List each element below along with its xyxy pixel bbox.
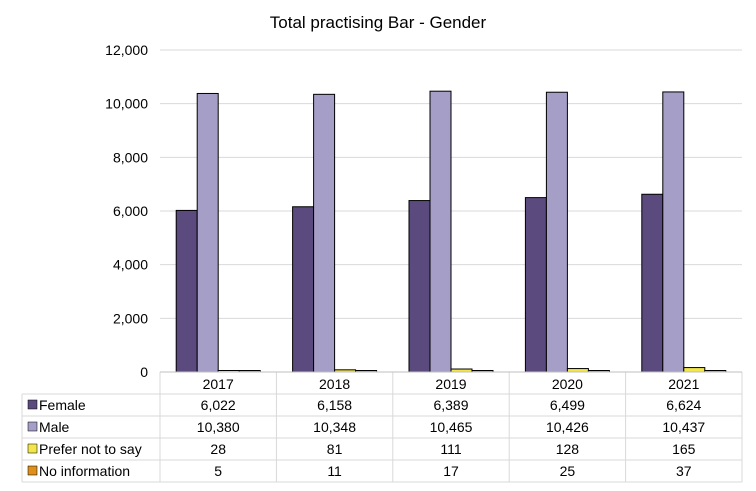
data-label: 25 bbox=[560, 463, 576, 479]
legend-label: No information bbox=[39, 463, 130, 479]
bar-prefer-not-to-say bbox=[566, 368, 589, 373]
bar-female bbox=[292, 206, 315, 373]
y-tick-label: 12,000 bbox=[105, 42, 148, 58]
legend-swatch bbox=[27, 443, 38, 454]
data-label: 28 bbox=[210, 441, 226, 457]
legend-swatch bbox=[27, 465, 38, 476]
bar-male bbox=[313, 93, 336, 373]
data-label: 10,426 bbox=[546, 419, 589, 435]
data-label: 11 bbox=[327, 463, 342, 479]
data-label: 128 bbox=[556, 441, 580, 457]
data-label: 10,465 bbox=[430, 419, 473, 435]
x-tick-label: 2017 bbox=[203, 376, 234, 392]
y-tick-label: 4,000 bbox=[113, 257, 148, 273]
data-label: 17 bbox=[443, 463, 459, 479]
data-label: 111 bbox=[440, 441, 461, 457]
y-tick-label: 10,000 bbox=[105, 96, 148, 112]
data-label: 6,158 bbox=[317, 397, 352, 413]
data-label: 6,624 bbox=[666, 397, 701, 413]
legend-label: Prefer not to say bbox=[39, 441, 142, 457]
data-label: 6,389 bbox=[433, 397, 468, 413]
bar-male bbox=[662, 91, 685, 373]
bar-female bbox=[408, 200, 431, 373]
x-tick-label: 2018 bbox=[319, 376, 350, 392]
legend-swatch bbox=[27, 421, 38, 432]
bar-female bbox=[175, 209, 198, 373]
y-axis: 0 2,000 4,000 6,000 8,000 10,000 12,000 bbox=[105, 42, 148, 380]
data-label: 6,022 bbox=[201, 397, 236, 413]
data-label: 10,380 bbox=[197, 419, 240, 435]
bar-female bbox=[524, 197, 547, 373]
x-tick-label: 2020 bbox=[552, 376, 583, 392]
data-table: 2017 2018 2019 2020 2021 Female 6,022 6,158 6,38… bbox=[21, 371, 743, 483]
bar-male bbox=[429, 90, 452, 373]
data-label: 5 bbox=[214, 463, 222, 479]
bar-male bbox=[196, 92, 219, 373]
bar-female bbox=[641, 193, 664, 373]
data-label: 10,348 bbox=[313, 419, 356, 435]
data-label: 165 bbox=[672, 441, 696, 457]
chart-title: Total practising Bar - Gender bbox=[270, 13, 487, 32]
legend-label: Female bbox=[39, 397, 86, 413]
y-tick-label: 2,000 bbox=[113, 310, 148, 326]
y-tick-label: 6,000 bbox=[113, 203, 148, 219]
data-label: 6,499 bbox=[550, 397, 585, 413]
x-tick-label: 2021 bbox=[668, 376, 699, 392]
y-tick-label: 8,000 bbox=[113, 149, 148, 165]
bar-prefer-not-to-say bbox=[683, 367, 706, 373]
bar-male bbox=[545, 91, 568, 373]
bars bbox=[175, 90, 727, 373]
legend-swatch bbox=[27, 399, 38, 410]
data-label: 10,437 bbox=[662, 419, 705, 435]
data-label: 81 bbox=[327, 441, 343, 457]
x-tick-label: 2019 bbox=[435, 376, 466, 392]
data-label: 37 bbox=[676, 463, 692, 479]
y-tick-label: 0 bbox=[140, 364, 148, 380]
legend-label: Male bbox=[39, 419, 70, 435]
